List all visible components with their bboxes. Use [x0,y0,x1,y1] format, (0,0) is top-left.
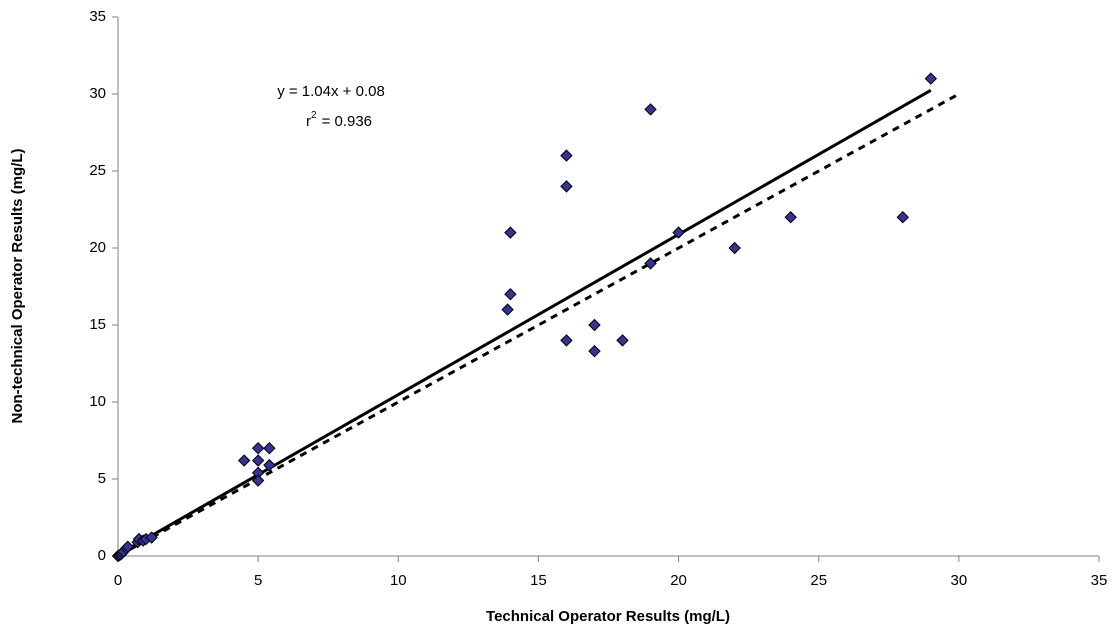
x-tick-label: 30 [951,572,968,589]
y-tick-label: 15 [89,316,106,333]
point [616,334,629,347]
r-squared: r2 = 0.936 [306,110,372,130]
point [644,103,657,116]
r-symbol: r [306,113,311,130]
point [504,287,517,301]
equation: y = 1.04x + 0.08 [277,83,385,100]
point [121,540,135,553]
x-tick-label: 0 [114,572,122,589]
x-tick-label: 15 [530,572,547,589]
point [896,210,910,224]
y-tick-label: 0 [98,547,106,564]
y-tick-label: 10 [89,393,106,410]
point [504,226,517,239]
point [588,318,601,332]
point [263,441,276,455]
point [644,257,657,270]
point [588,344,601,358]
y-tick-label: 25 [89,162,106,179]
point [251,474,265,487]
point [501,303,514,316]
y-tick-label: 5 [98,470,106,487]
point [560,149,573,162]
reference-line [117,92,960,558]
y-tick-label: 20 [89,239,106,256]
point [263,458,276,472]
point [251,454,265,467]
point [237,454,251,467]
y-tick-label: 30 [89,85,106,102]
x-tick-label: 5 [254,572,262,589]
point [560,180,573,193]
r-value: = 0.936 [322,113,372,130]
point [924,72,938,85]
point [251,441,265,455]
r-superscript: 2 [311,110,317,121]
x-axis-title: Technical Operator Results (mg/L) [486,608,730,625]
point [784,210,797,224]
x-tick-label: 10 [390,572,407,589]
point [560,334,573,347]
x-tick-label: 35 [1091,572,1108,589]
x-tick-label: 20 [670,572,687,589]
x-tick-label: 25 [810,572,827,589]
point [145,531,158,544]
point [728,241,741,255]
point [672,226,685,239]
trend-line [117,89,932,557]
y-tick-label: 35 [89,8,106,25]
y-axis-title: Non-technical Operator Results (mg/L) [9,148,26,423]
